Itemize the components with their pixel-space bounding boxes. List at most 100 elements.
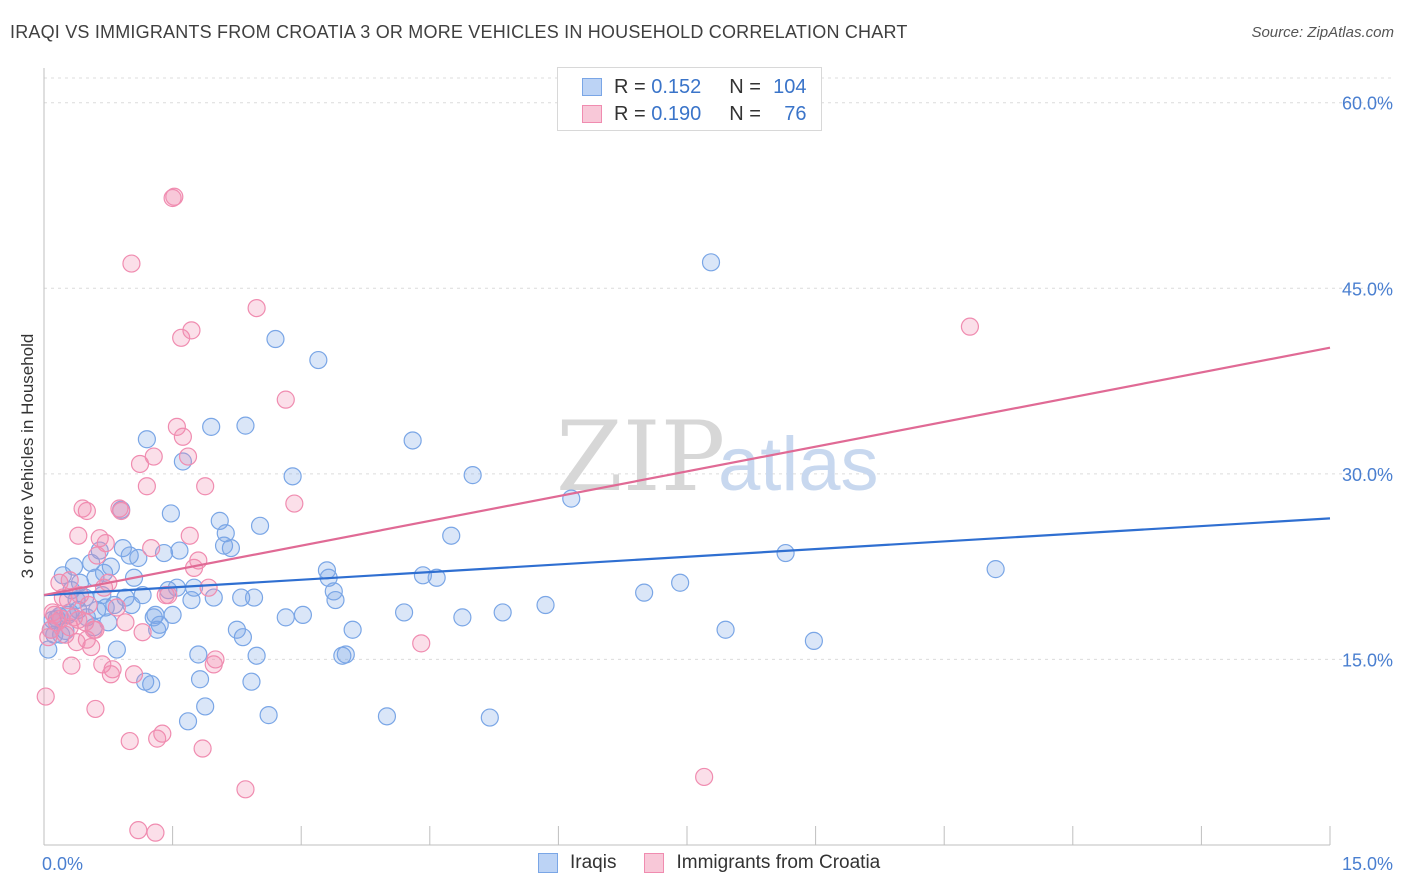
point-iraqis-29 [137, 430, 156, 449]
point-iraqis-67 [309, 350, 328, 370]
point-croatia-55 [182, 321, 201, 340]
point-iraqis-40 [170, 541, 189, 560]
legend-row-croatia: R = 0.190 N = 76 [582, 101, 807, 127]
x-tick-label-0: 0.0% [42, 854, 83, 874]
point-iraqis-87 [635, 583, 654, 602]
point-iraqis-53 [221, 538, 240, 558]
n-label: N = [729, 75, 761, 98]
point-croatia-44 [148, 729, 167, 748]
point-iraqis-83 [480, 708, 499, 727]
legend-swatch-blue [582, 78, 602, 96]
point-croatia-66 [285, 494, 304, 513]
r-value: 0.152 [651, 75, 702, 98]
point-iraqis-92 [804, 631, 823, 650]
y-axis-label: 3 or more Vehicles in Household [18, 334, 37, 579]
point-croatia-49 [165, 187, 184, 206]
legend-item-croatia: Immigrants from Croatia [644, 852, 880, 874]
point-croatia-32 [112, 501, 131, 521]
watermark: ZIP atlas [556, 401, 879, 513]
point-iraqis-81 [453, 608, 472, 627]
point-croatia-17 [77, 501, 96, 521]
point-iraqis-12 [82, 553, 101, 573]
point-croatia-75 [86, 620, 105, 639]
trend-line-croatia [43, 346, 1331, 597]
point-croatia-68 [695, 767, 714, 787]
n-value: 76 [784, 102, 807, 125]
y-tick-label-1: 30.0% [1342, 465, 1393, 485]
point-croatia-10 [62, 656, 81, 675]
point-croatia-50 [167, 417, 186, 436]
n-label: N = [729, 102, 761, 125]
point-iraqis-82 [463, 466, 482, 485]
point-iraqis-33 [148, 620, 167, 639]
r-value: 0.190 [651, 102, 702, 125]
correlation-legend: R = 0.152 N = 104 R = 0.190 N = 76 [557, 67, 822, 131]
point-iraqis-54 [227, 620, 246, 639]
point-iraqis-84 [493, 603, 512, 622]
x-tick-label-1: 15.0% [1342, 854, 1393, 874]
point-iraqis-15 [94, 563, 114, 582]
point-iraqis-75 [377, 707, 397, 726]
point-iraqis-71 [326, 590, 345, 610]
n-value: 104 [773, 75, 807, 98]
y-tick-label-2: 45.0% [1342, 279, 1393, 299]
grid-lines [44, 77, 1395, 660]
point-iraqis-58 [242, 672, 261, 691]
point-iraqis-8 [64, 557, 84, 576]
point-iraqis-19 [107, 640, 126, 659]
point-iraqis-78 [413, 566, 433, 585]
legend-item-iraqis: Iraqis [538, 852, 616, 874]
point-croatia-69 [960, 317, 980, 336]
point-iraqis-74 [343, 620, 362, 639]
point-iraqis-66 [293, 605, 313, 625]
point-iraqis-46 [190, 670, 210, 689]
point-iraqis-17 [101, 557, 120, 576]
point-iraqis-90 [716, 620, 735, 639]
point-croatia-58 [193, 739, 212, 758]
watermark-zip: ZIP [556, 401, 725, 513]
point-croatia-59 [196, 477, 215, 496]
point-iraqis-91 [776, 543, 795, 563]
point-croatia-18 [79, 595, 98, 615]
trend-lines [43, 346, 1331, 597]
point-iraqis-38 [163, 605, 182, 625]
r-label: R = [614, 75, 646, 98]
point-iraqis-79 [427, 568, 446, 587]
point-croatia-64 [247, 299, 266, 318]
point-croatia-65 [276, 390, 295, 409]
point-croatia-37 [129, 821, 148, 840]
watermark-atlas: atlas [718, 422, 879, 507]
y-tick-label-3: 60.0% [1342, 94, 1393, 114]
axes [43, 68, 1331, 846]
point-croatia-42 [144, 447, 163, 466]
point-croatia-26 [96, 534, 115, 553]
point-croatia-47 [159, 586, 178, 605]
point-iraqis-61 [250, 516, 270, 535]
point-iraqis-76 [394, 603, 414, 622]
point-iraqis-37 [161, 504, 180, 523]
point-croatia-43 [146, 823, 165, 842]
legend-swatch-pink [582, 105, 602, 123]
chart-title: IRAQI VS IMMIGRANTS FROM CROATIA 3 OR MO… [10, 22, 908, 42]
point-croatia-9 [60, 571, 79, 590]
point-iraqis-77 [403, 431, 422, 450]
point-croatia-73 [69, 610, 88, 629]
point-iraqis-56 [233, 628, 253, 647]
point-croatia-40 [137, 477, 156, 496]
point-croatia-21 [86, 699, 105, 719]
point-croatia-63 [236, 780, 255, 799]
legend-swatch-blue [538, 853, 558, 873]
point-croatia-13 [69, 526, 88, 545]
point-iraqis-14 [90, 541, 109, 560]
legend-label-iraqis: Iraqis [570, 852, 617, 873]
point-iraqis-57 [236, 416, 255, 435]
legend-row-iraqis: R = 0.152 N = 104 [582, 74, 807, 100]
point-iraqis-65 [283, 467, 302, 486]
point-croatia-54 [180, 526, 199, 545]
point-iraqis-49 [204, 588, 223, 607]
data-points [36, 187, 1005, 842]
point-croatia-30 [107, 598, 126, 617]
point-croatia-23 [90, 529, 109, 548]
point-iraqis-88 [671, 573, 690, 592]
point-iraqis-62 [259, 706, 278, 725]
